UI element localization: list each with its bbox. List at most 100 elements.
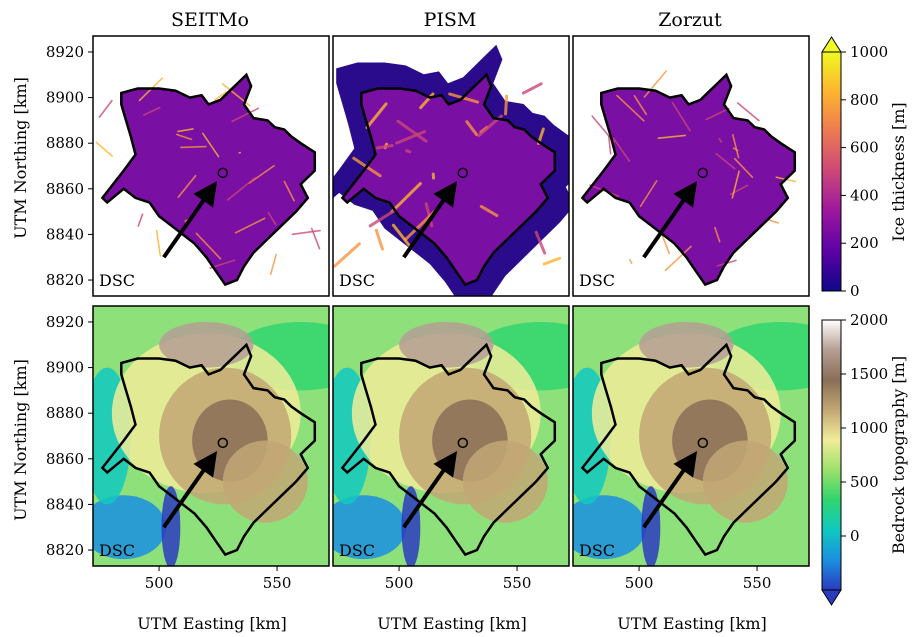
ice-stream: [396, 119, 428, 143]
colorbar-tick-label: 0: [850, 282, 860, 300]
dsc-arrow-head: [673, 451, 698, 478]
y-tick-label: 8900: [46, 359, 84, 377]
y-tick-label: 8860: [46, 180, 84, 198]
dsc-arrow-shaft: [642, 189, 692, 259]
ice-cap-outline: [340, 72, 557, 287]
ice-stream: [177, 174, 197, 199]
ice-stream: [234, 217, 266, 234]
bedrock-panel-1: DSC: [92, 305, 330, 567]
ice-thickness-panel-3: DSC: [572, 35, 810, 297]
colorbar-tick-label: 200: [850, 234, 879, 252]
ice-stream: [731, 170, 740, 199]
dsc-arrow-shaft: [402, 189, 452, 259]
ice-stream: [633, 94, 648, 116]
x-tick-label: 550: [503, 574, 532, 592]
panel-frame: [332, 305, 570, 567]
ice-stream: [612, 137, 631, 162]
terrain-patch: [399, 321, 494, 368]
dsc-marker: [697, 437, 709, 449]
terrain-patch: [93, 495, 167, 560]
ice-stream: [201, 132, 220, 158]
dsc-marker: [457, 167, 469, 179]
ice-thickness-panel-2: DSC: [332, 35, 570, 297]
ice-stream: [95, 141, 113, 157]
dsc-arrow-head: [673, 181, 698, 208]
ice-stream: [291, 229, 321, 236]
x-tick-label: 550: [263, 574, 292, 592]
colorbar-label-bedrock: Bedrock topography [m]: [889, 356, 908, 554]
terrain-patch: [159, 321, 254, 368]
panel-frame: [332, 35, 570, 297]
ice-stream: [424, 202, 434, 228]
panels: DSC DSC DSC DSC DSC DSC: [92, 35, 810, 567]
ice-stream: [177, 128, 194, 133]
y-tick-label: 8860: [46, 450, 84, 468]
ice-stream: [269, 253, 278, 276]
ice-stream: [629, 259, 633, 264]
xlabel-col1: UTM Easting [km]: [137, 614, 287, 633]
ice-stream: [248, 164, 275, 185]
ice-stream: [390, 182, 422, 214]
ice-stream: [98, 99, 113, 118]
ice-stream: [465, 120, 479, 137]
y-tick-label: 8840: [46, 225, 84, 243]
y-tick-label: 8900: [46, 89, 84, 107]
dsc-label: DSC: [99, 271, 135, 290]
dsc-marker: [217, 167, 229, 179]
dsc-label: DSC: [339, 541, 375, 560]
xlabel-col2: UTM Easting [km]: [377, 614, 527, 633]
ice-stream: [155, 229, 162, 257]
ice-stream: [731, 133, 740, 159]
ice-stream: [333, 242, 361, 268]
ice-cap-outline: [100, 72, 317, 287]
dsc-marker: [697, 167, 709, 179]
colorbar-tick-label: 1000: [850, 43, 888, 61]
colorbar-extend-min: [821, 589, 842, 606]
panel-frame: [92, 35, 330, 297]
ice-stream: [267, 211, 277, 226]
ice-stream: [231, 107, 259, 123]
dsc-label: DSC: [99, 541, 135, 560]
terrain-patch: [702, 440, 788, 523]
bedrock-panel-2: DSC: [332, 305, 570, 567]
ice-stream: [714, 226, 721, 243]
ylabel-top: UTM Northing [km]: [11, 77, 30, 239]
dsc-arrow-head: [433, 451, 458, 478]
x-tick-label: 500: [385, 574, 414, 592]
dsc-arrow-shaft: [162, 189, 212, 259]
terrain-patch: [573, 495, 647, 560]
dsc-arrow-shaft: [162, 459, 212, 529]
colorbar-label-ice: Ice thickness [m]: [889, 102, 908, 241]
ice-stream: [391, 223, 413, 250]
terrain-patch: [333, 495, 407, 560]
ice-stream: [405, 149, 412, 154]
ice-stream: [195, 232, 222, 260]
xlabel-col3: UTM Easting [km]: [617, 614, 767, 633]
ice-stream: [657, 134, 686, 140]
column-title-zorzut: Zorzut: [658, 9, 722, 31]
dsc-arrow-shaft: [642, 459, 692, 529]
terrain-patch: [161, 486, 181, 566]
colorbar-ice-thickness: Ice thickness [m]: [821, 36, 908, 292]
ice-stream: [643, 70, 668, 98]
dsc-arrow-head: [193, 451, 218, 478]
colorbar-tick-label: 2000: [850, 311, 888, 329]
panel-frame: [92, 305, 330, 567]
terrain-patch: [462, 440, 548, 523]
ice-thickness-panel-1: DSC: [92, 35, 330, 297]
ice-stream: [137, 213, 144, 227]
colorbar-tick-label: 1000: [850, 419, 888, 437]
ice-cap-outline: [580, 72, 797, 287]
ice-cap-outline: [580, 342, 797, 557]
ice-stream: [534, 230, 547, 255]
dsc-label: DSC: [579, 541, 615, 560]
ice-stream: [504, 94, 509, 116]
colorbar-tick-label: 400: [850, 186, 879, 204]
x-tick-label: 550: [743, 574, 772, 592]
ice-field: [102, 74, 315, 285]
terrain-patch: [222, 440, 308, 523]
ice-stream: [705, 107, 730, 121]
y-tick-label: 8880: [46, 404, 84, 422]
x-tick-label: 500: [625, 574, 654, 592]
ice-stream: [718, 138, 723, 143]
